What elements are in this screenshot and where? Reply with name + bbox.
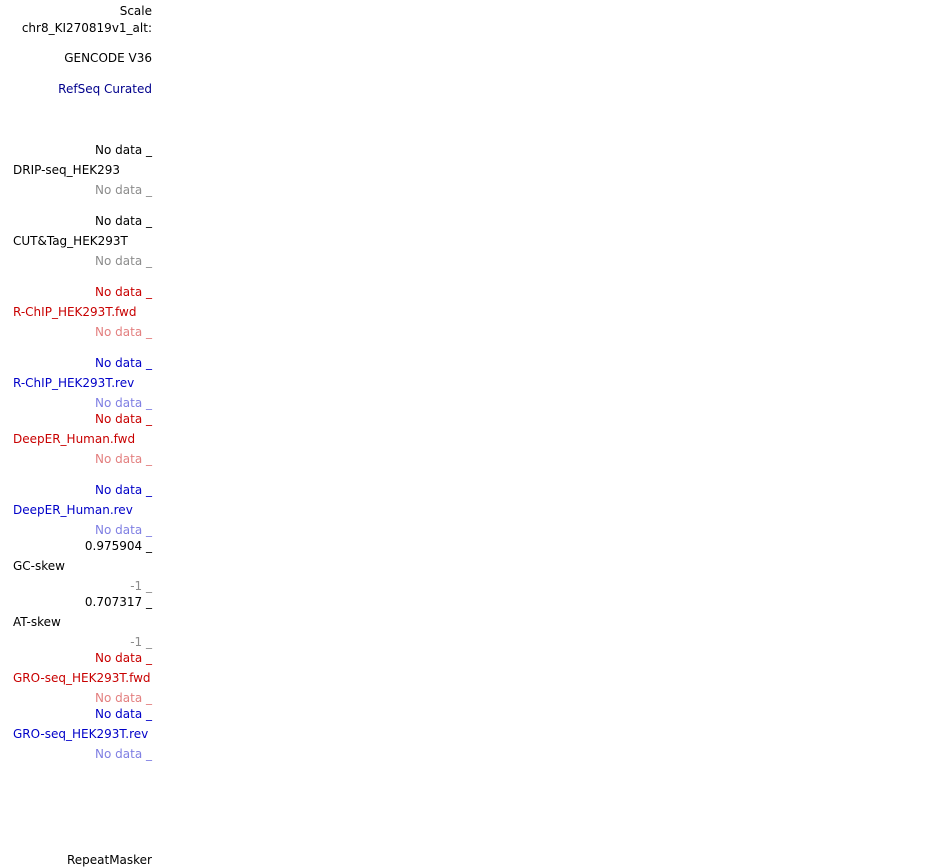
deeper-fwd-top-value: No data _ [95, 412, 152, 426]
gro-fwd-track-label[interactable]: GRO-seq_HEK293T.fwd [13, 671, 151, 685]
gc-skew-bottom-value: -1 _ [130, 579, 152, 593]
gro-fwd-top-value: No data _ [95, 651, 152, 665]
cuttag-bottom-value: No data _ [95, 254, 152, 268]
rchip-rev-track-label[interactable]: R-ChIP_HEK293T.rev [13, 376, 135, 390]
deeper-fwd-track-label[interactable]: DeepER_Human.fwd [13, 432, 136, 446]
rchip-rev-top-value: No data _ [95, 356, 152, 370]
deeper-rev-top-value: No data _ [95, 483, 152, 497]
gc-skew-top-value: 0.975904 _ [84, 539, 152, 553]
repeatmasker-track-label[interactable]: RepeatMasker [66, 853, 152, 867]
gro-rev-top-value: No data _ [95, 707, 152, 721]
deeper-rev-track-label[interactable]: DeepER_Human.rev [13, 503, 133, 517]
deeper-fwd-bottom-value: No data _ [95, 452, 152, 466]
at-skew-track-label[interactable]: AT-skew [13, 615, 61, 629]
scale-label: Scale [119, 4, 152, 18]
rchip-fwd-track-label[interactable]: R-ChIP_HEK293T.fwd [13, 305, 137, 319]
drip-track-label[interactable]: DRIP-seq_HEK293 [13, 163, 121, 177]
drip-bottom-value: No data _ [95, 183, 152, 197]
drip-top-value: No data _ [95, 143, 152, 157]
gro-rev-track-label[interactable]: GRO-seq_HEK293T.rev [13, 727, 149, 741]
cuttag-track-label[interactable]: CUT&Tag_HEK293T [13, 234, 128, 248]
cuttag-top-value: No data _ [95, 214, 152, 228]
deeper-rev-bottom-value: No data _ [95, 523, 152, 537]
at-skew-top-value: 0.707317 _ [84, 595, 152, 609]
gencode-track-label[interactable]: GENCODE V36 [64, 51, 152, 65]
gc-skew-track-label[interactable]: GC-skew [13, 559, 65, 573]
at-skew-bottom-value: -1 _ [130, 635, 152, 649]
rchip-fwd-top-value: No data _ [95, 285, 152, 299]
chromosome-label: chr8_KI270819v1_alt: [21, 21, 152, 35]
rchip-rev-bottom-value: No data _ [95, 396, 152, 410]
rchip-fwd-bottom-value: No data _ [95, 325, 152, 339]
gro-fwd-bottom-value: No data _ [95, 691, 152, 705]
refseq-track-label[interactable]: RefSeq Curated [58, 82, 152, 96]
gro-rev-bottom-value: No data _ [95, 747, 152, 761]
